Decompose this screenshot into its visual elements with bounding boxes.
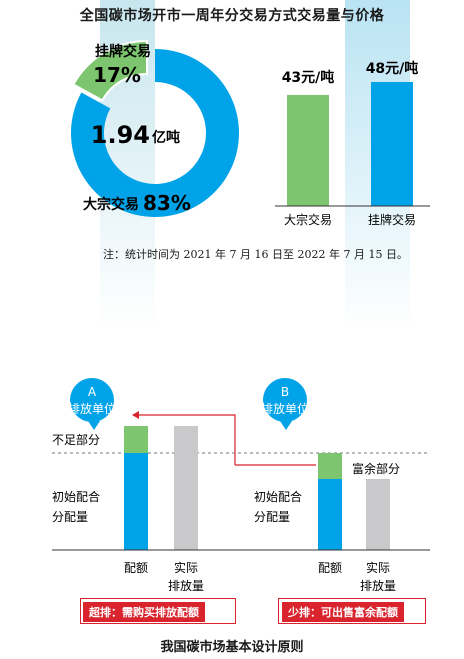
quota-bar-a (124, 453, 148, 550)
transfer-arrow (134, 414, 236, 465)
diagram-title: 我国碳市场基本设计原则 (160, 640, 304, 655)
overemission-callout: 超排：需购买排放配额 (83, 602, 205, 622)
unit-a-bubble (70, 378, 114, 422)
actual-label: 排放量 (168, 578, 204, 593)
actual-emission-bar-a (174, 426, 198, 550)
pie-slice (70, 49, 239, 218)
design-principle-diagram: A 排放单位 B 排放单位 不足部分 初始配合 分配量 富余部分 初始配合 分配… (52, 378, 430, 593)
unit-a-letter: A (88, 385, 97, 399)
underemission-callout: 少排：可出售富余配额 (282, 602, 404, 622)
slice-name-label: 挂牌交易 (95, 43, 151, 60)
category-label: 大宗交易 (284, 212, 332, 227)
data-label: 43元/吨 (282, 69, 335, 86)
chart-title: 全国碳市场开市一周年分交易方式交易量与价格 (79, 8, 385, 24)
slice-percent-label: 17% (93, 63, 141, 87)
shortfall-segment (124, 426, 148, 453)
bubble-pointer (280, 421, 292, 430)
actual-emission-bar-b (366, 479, 390, 550)
slice-percent-label: 83% (143, 191, 191, 215)
initial-allocation-label: 初始配合 (254, 489, 302, 504)
surplus-segment (318, 453, 342, 479)
center-unit: 亿吨 (152, 129, 180, 146)
initial-allocation-label: 分配量 (254, 510, 290, 524)
quota-label: 配额 (318, 561, 342, 575)
donut-chart (70, 39, 239, 218)
price-bar (371, 82, 413, 206)
center-value: 1.94 (91, 121, 150, 149)
actual-label: 实际 (174, 560, 198, 575)
initial-allocation-label: 分配量 (52, 510, 88, 524)
actual-label: 实际 (366, 560, 390, 575)
price-bar-chart (287, 82, 413, 206)
quota-bar-b (318, 479, 342, 550)
actual-label: 排放量 (360, 578, 396, 593)
data-label: 48元/吨 (366, 60, 419, 77)
callout-frame (80, 598, 236, 624)
shortfall-label: 不足部分 (52, 432, 100, 447)
arrow-head (132, 411, 139, 419)
callout-frame (278, 598, 426, 624)
slice-name-label: 大宗交易 (83, 196, 139, 213)
footnote: 注：统计时间为 2021 年 7 月 16 日至 2022 年 7 月 15 日… (103, 248, 408, 261)
bubble-pointer (88, 421, 100, 430)
unit-b-bubble (263, 378, 307, 422)
category-label: 挂牌交易 (368, 212, 416, 227)
unit-b-letter: B (281, 385, 289, 399)
price-bar (287, 94, 329, 206)
quota-label: 配额 (124, 561, 148, 575)
initial-allocation-label: 初始配合 (52, 489, 100, 504)
surplus-label: 富余部分 (352, 461, 400, 476)
pie-slice (72, 39, 148, 102)
unit-a-label: 排放单位 (68, 401, 116, 416)
unit-b-label: 排放单位 (261, 401, 309, 416)
